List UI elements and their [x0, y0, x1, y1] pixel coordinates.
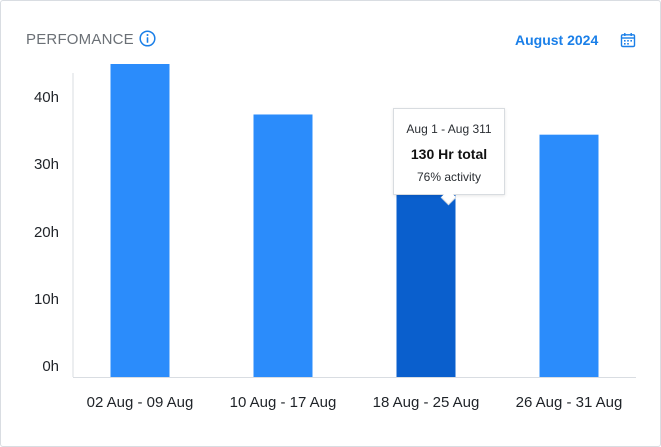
month-selector[interactable]: August 2024: [515, 32, 599, 48]
x-tick-label: 10 Aug - 17 Aug: [230, 394, 337, 411]
y-tick-label: 0h: [42, 358, 59, 375]
bar-2[interactable]: [253, 114, 313, 377]
info-icon[interactable]: [139, 30, 156, 47]
bar-4[interactable]: [539, 134, 599, 377]
x-tick-label: 26 Aug - 31 Aug: [516, 394, 623, 411]
chart-tooltip: Aug 1 - Aug 311 130 Hr total 76% activit…: [393, 108, 505, 195]
tooltip-total: 130 Hr total: [410, 146, 488, 162]
x-tick-label: 02 Aug - 09 Aug: [87, 394, 194, 411]
bar-3[interactable]: [396, 191, 456, 377]
y-tick-label: 40h: [34, 89, 59, 106]
card-title: PERFOMANCE: [26, 31, 134, 48]
bar-1[interactable]: [110, 64, 170, 377]
y-tick-label: 20h: [34, 224, 59, 241]
x-tick-label: 18 Aug - 25 Aug: [373, 394, 480, 411]
y-tick-label: 30h: [34, 156, 59, 173]
tooltip-range: Aug 1 - Aug 311: [406, 122, 492, 136]
y-tick-label: 10h: [34, 291, 59, 308]
tooltip-activity: 76% activity: [416, 170, 482, 184]
calendar-icon[interactable]: [620, 32, 636, 48]
